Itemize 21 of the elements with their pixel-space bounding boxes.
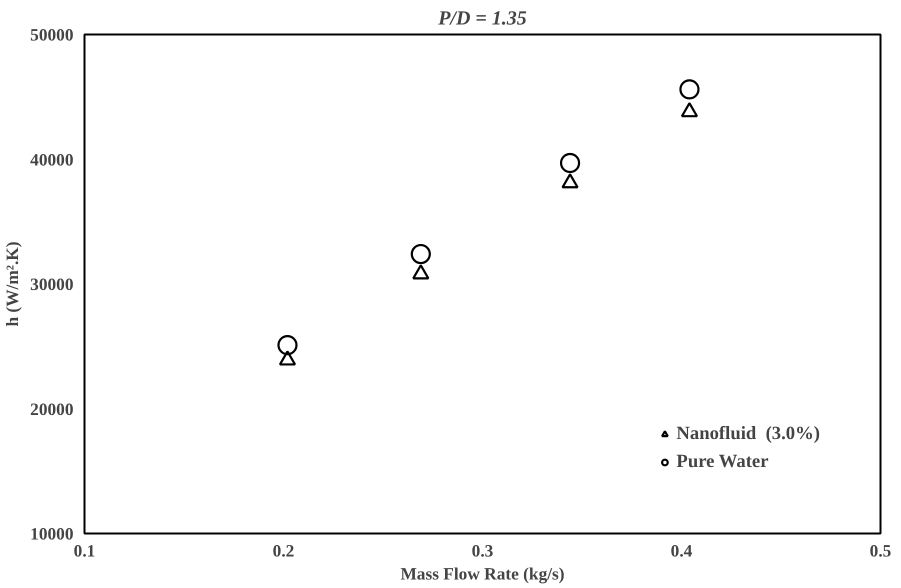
x-tick-label: 0.3 [472, 542, 494, 560]
x-tick-label: 0.2 [272, 542, 294, 560]
x-tick-label: 0.5 [870, 542, 892, 560]
y-tick-label: 40000 [30, 150, 74, 170]
y-tick-label: 10000 [30, 524, 74, 544]
x-tick-label: 0.4 [670, 542, 693, 560]
point [412, 264, 430, 280]
y-tick-label: 50000 [30, 26, 74, 44]
chart-title: P/D = 1.35 [437, 8, 527, 30]
point [679, 79, 700, 100]
legend-label: Nanofluid (3.0%) [676, 423, 820, 445]
legend-label: Pure Water [676, 451, 768, 473]
y-tick-label: 30000 [30, 275, 74, 294]
point [561, 173, 579, 188]
y-tick-label: 20000 [30, 400, 74, 419]
x-axis-title: Mass Flow Rate (kg/s) [400, 564, 565, 584]
point [410, 244, 431, 264]
point [278, 350, 296, 366]
x-tick-label: 0.1 [74, 542, 96, 560]
point [560, 152, 580, 174]
y-axis-title: h (W/m².K) [3, 241, 22, 327]
